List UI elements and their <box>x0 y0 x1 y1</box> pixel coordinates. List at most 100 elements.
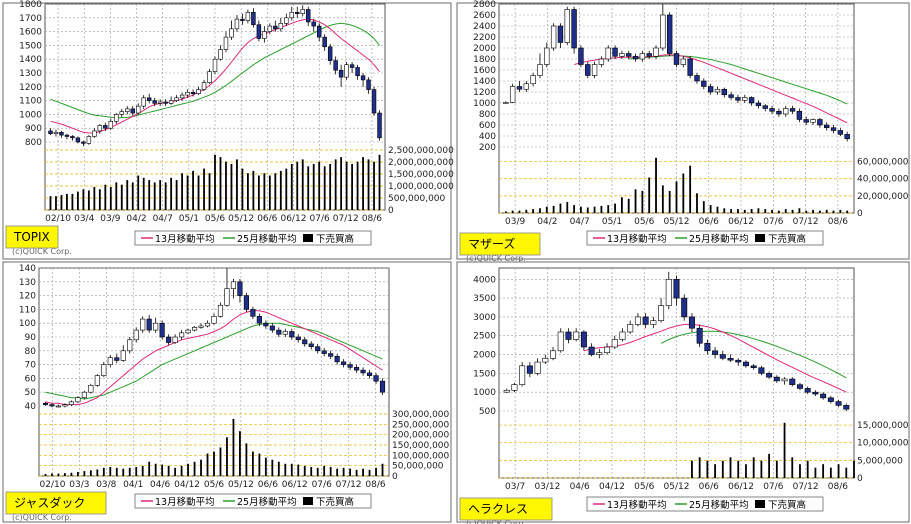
volume-tick-label: 50,000,000 <box>392 462 444 472</box>
volume-bar <box>323 465 326 476</box>
candle-body <box>224 288 230 306</box>
candle-body <box>758 367 765 374</box>
volume-bar <box>614 203 616 213</box>
candle-body <box>338 69 344 78</box>
candle-body <box>646 53 652 57</box>
candle-body <box>282 331 288 335</box>
candle-body <box>204 322 211 327</box>
candle-body <box>843 405 850 410</box>
volume-bar <box>323 166 326 210</box>
volume-bar <box>381 463 384 476</box>
candle-body <box>835 401 842 406</box>
candle-body <box>565 331 572 340</box>
x-tick-label: 06/12 <box>728 482 754 492</box>
candle-body <box>627 324 634 333</box>
volume-bar <box>716 206 719 213</box>
candle-body <box>119 111 124 115</box>
volume-bar <box>791 457 794 478</box>
candle-body <box>812 391 819 395</box>
volume-bar <box>109 187 112 210</box>
price-tick-label: 1100 <box>19 97 42 107</box>
candle-body <box>328 353 334 357</box>
candle-body <box>650 320 657 325</box>
ma25-line <box>660 330 847 379</box>
candle-body <box>503 390 510 393</box>
volume-bar <box>167 465 170 476</box>
legend-volume-swatch <box>303 497 313 505</box>
x-tick-label: 05/12 <box>228 214 254 224</box>
volume-bar <box>148 461 151 476</box>
volume-bar <box>154 463 157 476</box>
candle-body <box>81 391 87 399</box>
candle-body <box>719 354 726 359</box>
price-tick-label: 110 <box>19 305 36 315</box>
x-tick-label: 04/12 <box>174 480 200 490</box>
copyright-text: (c)QUICK Corp. <box>466 519 526 524</box>
candle-body <box>267 25 273 32</box>
candle-body <box>315 346 321 352</box>
candle-body <box>240 18 245 21</box>
candle-body <box>796 110 803 120</box>
volume-bar <box>214 154 216 210</box>
candle-body <box>634 316 641 325</box>
volume-tick-label: 1,500,000,000 <box>388 170 454 180</box>
volume-bar <box>373 161 375 210</box>
candle-body <box>172 336 178 343</box>
volume-bar <box>525 209 528 213</box>
volume-bar <box>120 184 123 210</box>
copyright-text: (c)QUICK Corp. <box>12 513 72 522</box>
volume-bar <box>57 473 60 476</box>
candle-body <box>550 25 557 49</box>
volume-bar <box>303 465 306 476</box>
volume-bar <box>200 459 202 476</box>
candle-body <box>185 92 190 96</box>
volume-bar <box>187 463 189 476</box>
volume-bar <box>723 208 726 213</box>
volume-bar <box>126 180 129 210</box>
candle-body <box>665 278 672 306</box>
x-tick-label: 04/2 <box>537 217 557 227</box>
volume-tick-label: 0 <box>388 206 394 216</box>
volume-bar <box>783 422 786 478</box>
candle-body <box>694 75 700 82</box>
candle-body <box>251 11 256 25</box>
legend-ma13-label: 13月移動平均 <box>155 233 215 245</box>
x-tick-label: 07/12 <box>336 480 362 490</box>
x-tick-label: 07/6 <box>310 214 330 224</box>
x-tick-label: 03/3 <box>69 480 89 490</box>
candle-body <box>578 47 584 65</box>
volume-bar <box>362 157 364 210</box>
index-label: TOPIX <box>13 230 50 244</box>
x-tick-label: 06/6 <box>258 480 278 490</box>
volume-bar <box>161 464 164 476</box>
ma25-line <box>628 55 848 105</box>
candle-body <box>322 36 327 48</box>
volume-bar <box>318 161 321 210</box>
price-tick-label: 120 <box>19 292 36 302</box>
x-tick-label: 04/12 <box>599 482 625 492</box>
volume-bar <box>721 460 724 478</box>
volume-bar <box>219 157 222 210</box>
candle-body <box>605 47 611 60</box>
volume-bar <box>271 459 274 476</box>
x-tick-label: 03/9 <box>505 217 525 227</box>
volume-bar <box>334 159 337 210</box>
mothers-chart: 03/9 04/2 04/7 05/1 05/6 05/12 06/6 06/12 07/6 07… <box>456 0 910 263</box>
price-tick-label: 500 <box>479 407 496 417</box>
x-tick-label: 07/12 <box>793 217 819 227</box>
volume-bar <box>66 193 68 210</box>
price-tick-label: 50 <box>25 388 37 398</box>
candle-body <box>523 83 529 90</box>
volume-bar <box>336 468 339 476</box>
jasdaq-chart: 02/10 03/3 03/8 04/1 04/6 04/12 05/6 05/12 06/6 0… <box>2 261 452 523</box>
index-label: ジャスダック <box>14 495 85 510</box>
candle-body <box>300 9 305 14</box>
volume-bar <box>51 473 53 476</box>
candle-body <box>130 108 135 114</box>
candle-body <box>174 97 179 101</box>
candle-body <box>163 101 168 104</box>
candle-body <box>604 346 611 353</box>
index-label-box <box>5 225 59 249</box>
volume-bar <box>115 467 118 476</box>
candle-body <box>344 64 349 78</box>
